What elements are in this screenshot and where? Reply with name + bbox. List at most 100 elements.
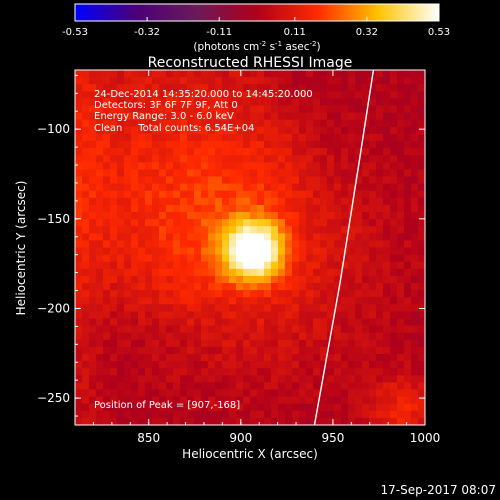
heatmap-cell (215, 226, 223, 234)
heatmap-cell (411, 77, 419, 85)
heatmap-cell (152, 332, 160, 341)
heatmap-cell (152, 190, 160, 199)
heatmap-cell (271, 332, 279, 341)
heatmap-cell (75, 410, 83, 419)
heatmap-cell (201, 98, 209, 106)
colorbar-tick-label: -0.53 (62, 27, 88, 38)
heatmap-cell (236, 283, 244, 291)
heatmap-cell (257, 226, 265, 234)
heatmap-cell (152, 354, 160, 362)
heatmap-cell (411, 396, 419, 405)
heatmap-cell (285, 361, 293, 369)
heatmap-cell (271, 98, 279, 106)
heatmap-cell (383, 155, 391, 163)
heatmap-cell (243, 126, 251, 135)
heatmap-cell (285, 410, 293, 419)
heatmap-cell (166, 233, 174, 241)
heatmap-cell (110, 112, 118, 121)
heatmap-cell (243, 354, 251, 362)
heatmap-cell (299, 332, 307, 341)
heatmap-cell (320, 290, 328, 298)
heatmap-cell (376, 141, 384, 149)
heatmap-cell (355, 297, 363, 305)
heatmap-cell (138, 290, 146, 298)
colorbar-tick-label: 0.53 (428, 27, 450, 38)
heatmap-cell (257, 247, 265, 255)
heatmap-cell (103, 141, 111, 149)
heatmap-cell (180, 283, 188, 291)
heatmap-cell (299, 226, 307, 234)
heatmap-cell (75, 325, 83, 334)
heatmap-cell (355, 77, 363, 85)
heatmap-cell (313, 268, 321, 277)
heatmap-cell (404, 162, 412, 170)
heatmap-cell (82, 346, 90, 355)
heatmap-cell (334, 361, 342, 369)
heatmap-cell (355, 410, 363, 419)
heatmap-cell (208, 233, 216, 241)
heatmap-cell (222, 204, 230, 213)
heatmap-cell (145, 275, 153, 284)
heatmap-cell (257, 396, 265, 405)
heatmap-cell (215, 233, 223, 241)
heatmap-cell (250, 84, 258, 92)
heatmap-cell (173, 410, 181, 419)
heatmap-cell (159, 105, 167, 113)
heatmap-cell (201, 403, 209, 412)
heatmap-cell (362, 389, 370, 397)
heatmap-cell (96, 368, 104, 376)
heatmap-cell (285, 354, 293, 362)
heatmap-cell (124, 396, 132, 405)
heatmap-cell (369, 297, 377, 305)
heatmap-cell (187, 346, 195, 355)
heatmap-cell (250, 396, 258, 405)
heatmap-cell (159, 197, 167, 206)
heatmap-cell (110, 389, 118, 397)
heatmap-cell (229, 375, 237, 383)
heatmap-cell (117, 219, 125, 227)
heatmap-cell (201, 261, 209, 270)
heatmap-cell (82, 361, 90, 369)
heatmap-cell (348, 389, 356, 397)
heatmap-cell (96, 197, 104, 206)
heatmap-cell (369, 361, 377, 369)
heatmap-cell (117, 162, 125, 170)
heatmap-cell (299, 176, 307, 184)
heatmap-cell (369, 382, 377, 390)
heatmap-cell (152, 77, 160, 85)
heatmap-cell (299, 240, 307, 248)
heatmap-cell (306, 240, 314, 248)
heatmap-cell (418, 141, 425, 149)
heatmap-cell (243, 141, 251, 149)
heatmap-cell (117, 297, 125, 305)
heatmap-cell (292, 339, 300, 348)
heatmap-cell (96, 133, 104, 142)
heatmap-cell (362, 311, 370, 319)
heatmap-cell (250, 105, 258, 113)
heatmap-cell (96, 389, 104, 397)
heatmap-cell (89, 403, 97, 412)
heatmap-cell (327, 112, 335, 121)
heatmap-cell (285, 91, 293, 99)
heatmap-cell (173, 226, 181, 234)
heatmap-cell (166, 197, 174, 206)
heatmap-cell (390, 354, 398, 362)
heatmap-cell (194, 219, 202, 227)
heatmap-cell (152, 84, 160, 92)
heatmap-cell (320, 183, 328, 192)
heatmap-cell (131, 105, 139, 113)
heatmap-cell (215, 176, 223, 184)
heatmap-cell (362, 176, 370, 184)
heatmap-cell (362, 204, 370, 213)
heatmap-cell (215, 190, 223, 199)
heatmap-cell (362, 354, 370, 362)
heatmap-cell (222, 84, 230, 92)
heatmap-cell (187, 332, 195, 341)
heatmap-cell (131, 169, 139, 177)
heatmap-cell (299, 219, 307, 227)
heatmap-cell (341, 155, 349, 163)
heatmap-cell (145, 268, 153, 277)
heatmap-cell (320, 247, 328, 255)
heatmap-cell (201, 247, 209, 255)
heatmap-cell (145, 396, 153, 405)
